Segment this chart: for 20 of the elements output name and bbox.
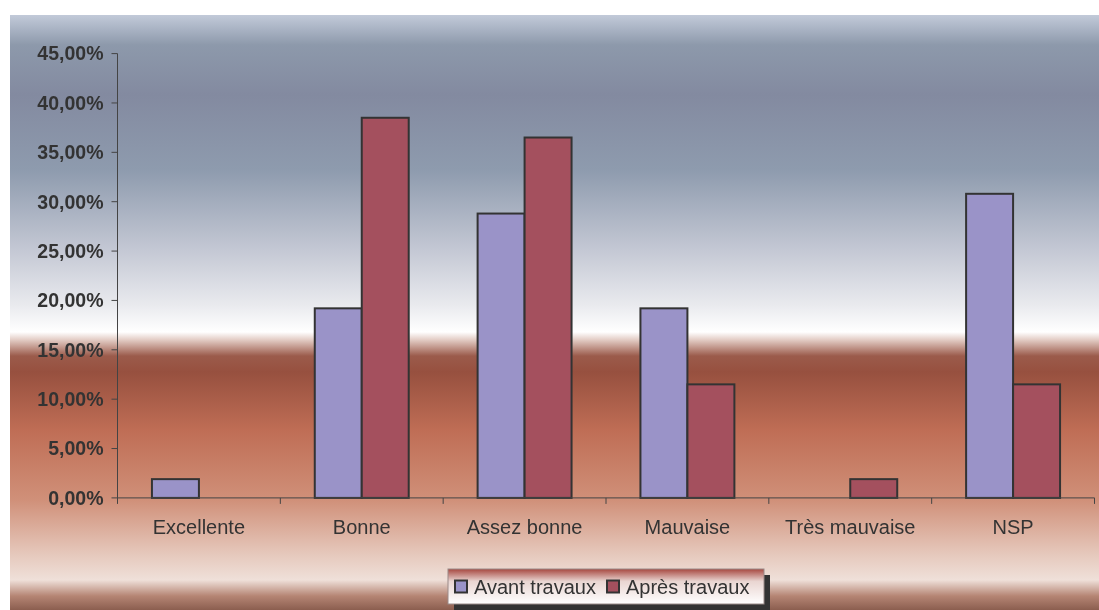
y-tick-label: 40,00% bbox=[37, 91, 104, 114]
y-tick-label: 20,00% bbox=[37, 289, 104, 312]
x-tick-label: Excellente bbox=[152, 516, 246, 538]
y-tick-label: 35,00% bbox=[37, 141, 104, 164]
y-tick-label: 5,00% bbox=[48, 437, 104, 460]
x-tick-label: NSP bbox=[992, 516, 1034, 538]
bar bbox=[150, 478, 200, 499]
bar bbox=[849, 478, 899, 499]
x-tick-label: Très mauvaise bbox=[785, 516, 916, 538]
legend-label: Après travaux bbox=[626, 575, 750, 598]
x-tick-label: Bonne bbox=[332, 516, 391, 538]
legend-label: Avant travaux bbox=[474, 575, 596, 598]
y-tick-label: 25,00% bbox=[37, 239, 104, 262]
y-tick-label: 10,00% bbox=[37, 387, 104, 410]
x-tick-label: Assez bonne bbox=[466, 516, 583, 538]
y-tick-label: 15,00% bbox=[37, 338, 104, 361]
y-tick-label: 30,00% bbox=[37, 190, 104, 213]
x-tick-label: Mauvaise bbox=[644, 516, 731, 538]
y-tick-label: 0,00% bbox=[48, 486, 104, 509]
y-tick-label: 45,00% bbox=[37, 42, 104, 65]
